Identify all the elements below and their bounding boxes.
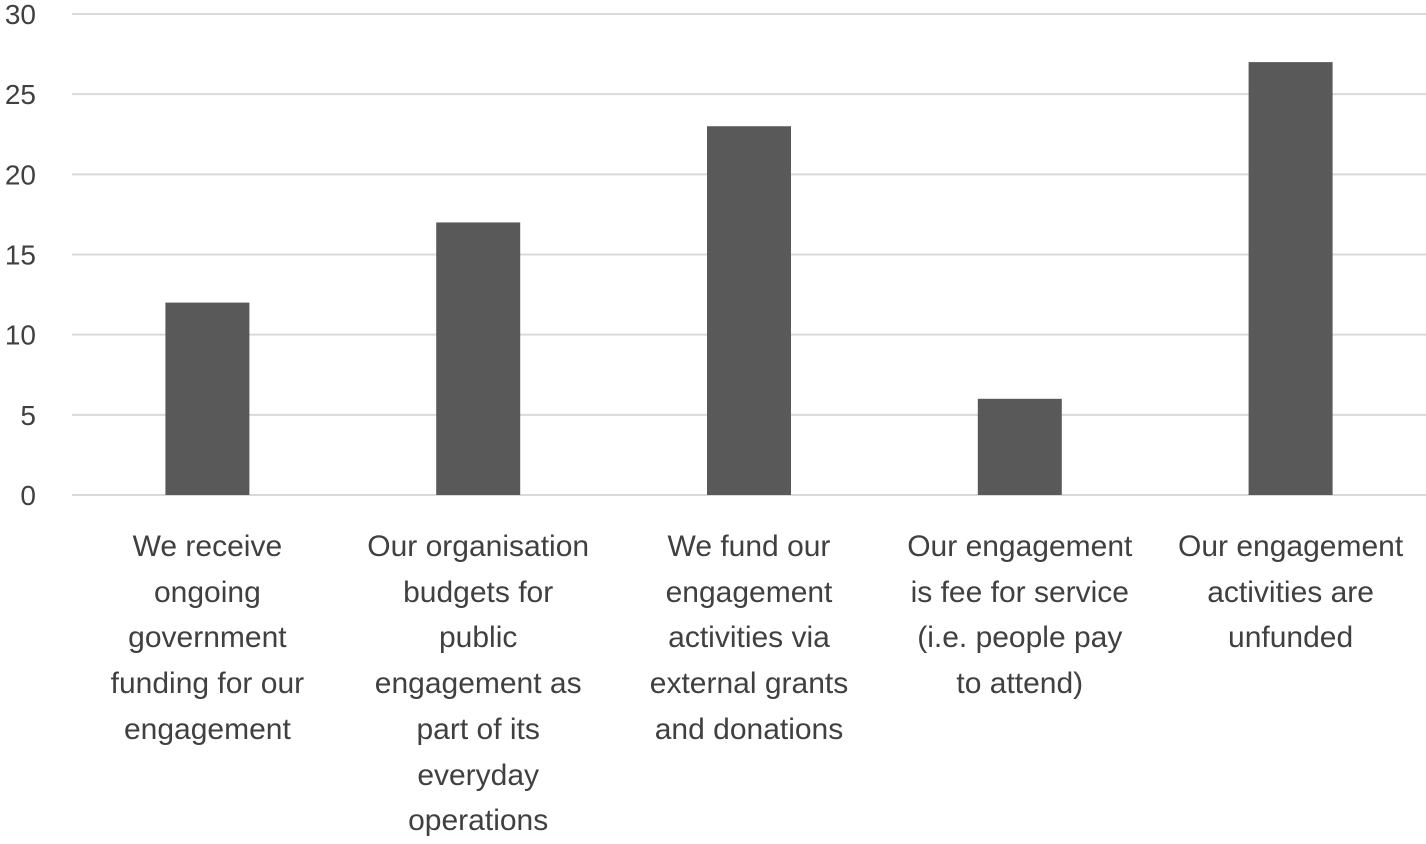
x-category-label: Our organisation budgets for public enga… — [367, 530, 590, 838]
bar — [707, 126, 791, 495]
y-tick-label: 5 — [20, 400, 36, 431]
y-axis-ticks: 0 5 10 15 20 25 30 — [5, 0, 36, 511]
bar — [1248, 62, 1333, 495]
y-tick-label: 25 — [5, 79, 36, 110]
y-tick-label: 20 — [5, 159, 36, 190]
y-tick-label: 0 — [20, 480, 36, 511]
x-category-label: Our engagement activities are unfunded — [1178, 530, 1404, 655]
y-tick-label: 30 — [5, 0, 36, 30]
bar — [165, 302, 250, 495]
bar — [977, 398, 1062, 495]
y-tick-label: 10 — [5, 320, 36, 351]
y-tick-label: 15 — [5, 240, 36, 271]
x-category-label: We receive ongoing government funding fo… — [110, 530, 305, 746]
bars — [165, 62, 1333, 495]
bar — [436, 222, 521, 495]
x-category-label: Our engagement is fee for service (i.e. … — [907, 530, 1133, 701]
x-category-label: We fund our engagement activities via ex… — [649, 530, 849, 746]
